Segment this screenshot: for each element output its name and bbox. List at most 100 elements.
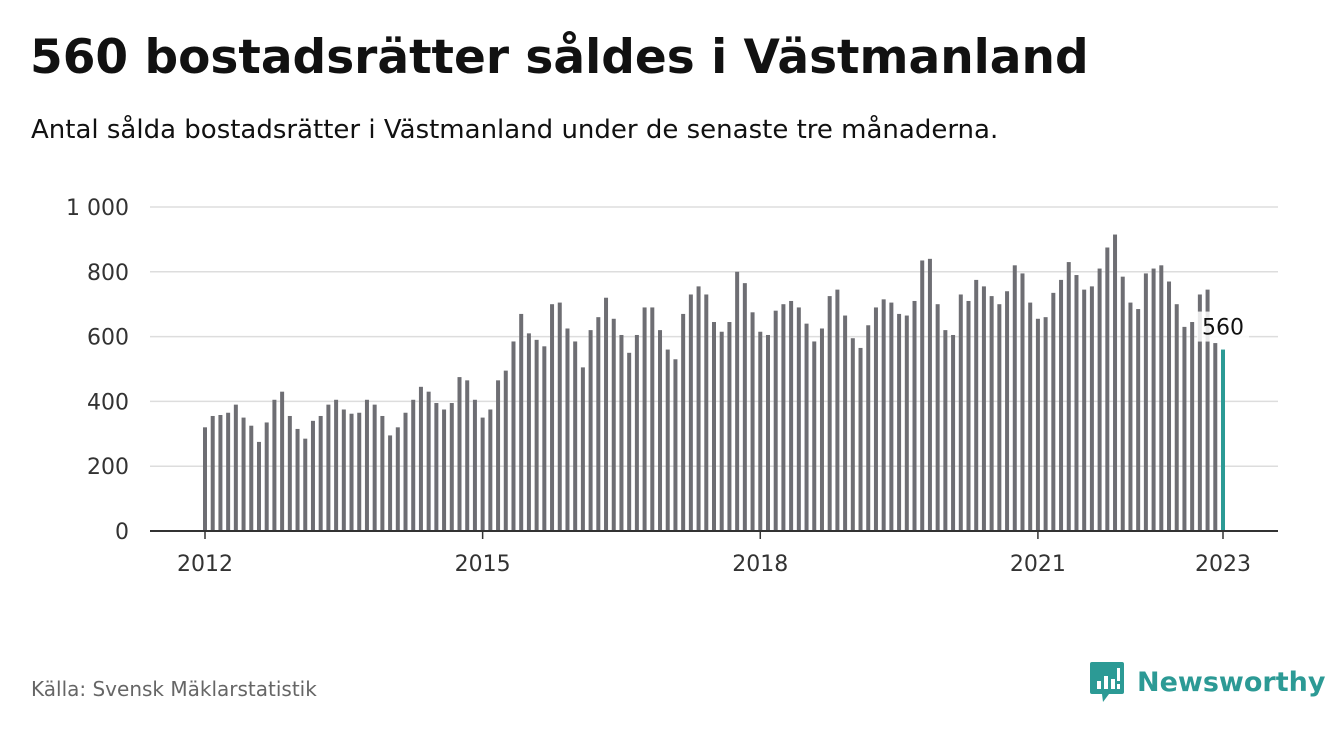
bar — [1020, 273, 1025, 531]
bar — [418, 386, 423, 531]
y-tick-label: 1 000 — [66, 196, 129, 221]
bar — [727, 322, 732, 531]
bar — [218, 415, 223, 531]
bar — [1066, 262, 1071, 531]
bar — [457, 377, 462, 531]
bar — [480, 417, 485, 531]
y-tick-label: 200 — [87, 455, 129, 480]
bar — [974, 279, 979, 531]
bar — [442, 409, 447, 531]
bar — [588, 330, 593, 531]
last-value-label: 560 — [1202, 316, 1244, 341]
bar — [318, 415, 323, 531]
bar — [1105, 247, 1110, 531]
bar — [873, 307, 878, 531]
bar — [897, 313, 902, 531]
bar — [920, 260, 925, 531]
x-tick-label: 2018 — [732, 552, 788, 577]
bar — [735, 271, 740, 531]
bar — [604, 297, 609, 531]
brand-logo: Newsworthy — [1089, 660, 1325, 704]
bar — [781, 304, 786, 531]
bar — [1082, 289, 1087, 531]
y-tick-label: 800 — [87, 261, 129, 286]
bar — [1174, 304, 1179, 531]
bar-highlighted — [1221, 349, 1225, 531]
bar — [1159, 265, 1164, 531]
bar — [927, 258, 932, 531]
bar — [1051, 292, 1056, 531]
bar — [1190, 322, 1195, 531]
bar — [596, 317, 601, 531]
bar — [1120, 276, 1125, 531]
bar — [819, 328, 824, 531]
bar — [465, 380, 470, 531]
bar — [1136, 309, 1141, 531]
bar — [712, 322, 716, 531]
source-note: Källa: Svensk Mäklarstatistik — [31, 677, 317, 701]
x-tick-label: 2021 — [1010, 552, 1066, 577]
bars — [203, 234, 1225, 532]
bar — [573, 341, 578, 531]
bar-chart-speech-bubble-icon — [1090, 662, 1124, 702]
bar — [1151, 268, 1156, 531]
bar — [1182, 326, 1187, 531]
bar — [1197, 294, 1202, 531]
bar — [904, 315, 909, 531]
bar — [496, 380, 501, 531]
bar — [1213, 343, 1218, 531]
bar — [650, 307, 655, 531]
bar — [696, 286, 701, 531]
bar — [1143, 273, 1148, 531]
bar — [812, 341, 817, 531]
bar — [449, 403, 454, 531]
bar — [1097, 268, 1102, 531]
bar — [989, 296, 994, 531]
bar — [827, 296, 832, 531]
bar — [287, 415, 292, 531]
bar — [943, 330, 948, 531]
bar — [619, 334, 624, 531]
bar — [1005, 291, 1010, 531]
bar — [226, 412, 231, 531]
bar — [773, 310, 778, 531]
bar — [364, 399, 369, 531]
bar — [426, 391, 431, 531]
bar — [241, 417, 246, 531]
bar — [804, 323, 809, 531]
x-axis — [150, 530, 1278, 539]
bar — [881, 299, 886, 531]
bar — [719, 331, 724, 531]
bar — [550, 304, 555, 531]
bar — [503, 370, 508, 531]
bar — [765, 334, 770, 531]
bar — [1043, 317, 1048, 531]
bar — [843, 315, 848, 531]
bar — [704, 294, 709, 531]
bar — [519, 313, 524, 531]
bar — [380, 415, 385, 531]
bar — [395, 427, 400, 531]
bar — [1059, 279, 1064, 531]
bar — [611, 318, 616, 531]
bar — [210, 415, 215, 531]
bar — [742, 283, 747, 531]
bar — [233, 404, 238, 531]
bar — [349, 413, 354, 531]
bar — [272, 399, 277, 531]
brand-name: Newsworthy — [1137, 666, 1326, 698]
bar — [981, 286, 986, 531]
bar — [511, 341, 516, 531]
bar — [1205, 289, 1210, 531]
x-tick-label: 2015 — [455, 552, 511, 577]
bar — [750, 312, 755, 531]
bar — [1074, 275, 1079, 531]
x-axis-labels: 2012 2015 2018 2021 2023 — [177, 552, 1251, 577]
bar — [634, 334, 639, 531]
bar — [912, 300, 917, 531]
bar — [580, 367, 585, 531]
bar — [488, 409, 493, 531]
bar — [357, 412, 362, 531]
bar — [334, 399, 339, 531]
